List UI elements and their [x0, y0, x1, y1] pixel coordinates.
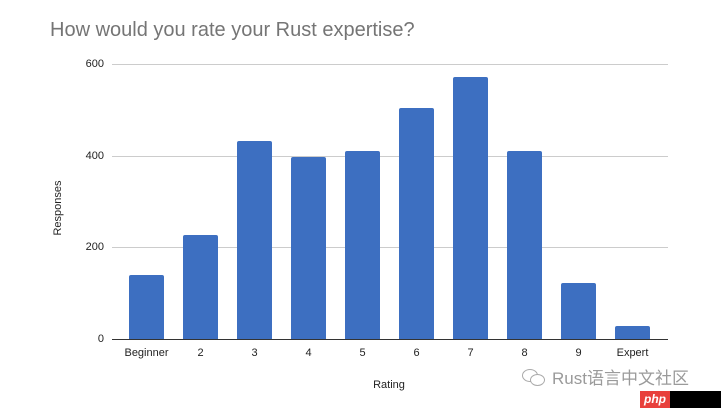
x-tick-label: 9 — [575, 347, 582, 359]
gridline — [112, 64, 668, 65]
gridline — [112, 247, 668, 249]
baseline — [112, 339, 668, 340]
x-tick-label: Expert — [616, 347, 649, 359]
x-tick-label: 7 — [467, 347, 474, 359]
bar-beginner[interactable] — [129, 274, 164, 339]
bar-4[interactable] — [291, 157, 326, 339]
bar-3[interactable] — [237, 141, 272, 339]
x-tick-label: 8 — [521, 347, 528, 359]
php-badge: php — [640, 391, 670, 408]
bar-5[interactable] — [345, 151, 380, 339]
bar-9[interactable] — [561, 283, 596, 339]
x-tick-label: 4 — [305, 347, 312, 359]
x-tick-label: 2 — [197, 347, 204, 359]
x-tick-label: 5 — [359, 347, 366, 359]
black-box — [670, 391, 721, 408]
bar-7[interactable] — [453, 76, 488, 339]
x-tick-label: 3 — [251, 347, 258, 359]
x-axis-label: Rating — [373, 379, 405, 391]
bar-8[interactable] — [507, 151, 542, 339]
wechat-icon — [522, 367, 546, 387]
x-tick-label: Beginner — [124, 347, 169, 359]
bar-2[interactable] — [183, 234, 218, 339]
watermark-text: Rust语言中文社区 — [552, 369, 689, 388]
y-tick-label: 0 — [97, 333, 104, 345]
plot-area — [112, 64, 668, 340]
bar-expert[interactable] — [615, 326, 650, 339]
y-tick-label: 600 — [85, 58, 104, 70]
chart-title: How would you rate your Rust expertise? — [50, 19, 415, 41]
y-tick-label: 400 — [85, 149, 104, 162]
y-tick-label: 200 — [85, 241, 104, 254]
bar-6[interactable] — [399, 107, 434, 339]
y-axis-label: Responses — [52, 180, 64, 236]
x-tick-label: 6 — [413, 347, 420, 359]
gridline — [112, 155, 668, 157]
watermark: Rust语言中文社区 — [522, 364, 689, 389]
